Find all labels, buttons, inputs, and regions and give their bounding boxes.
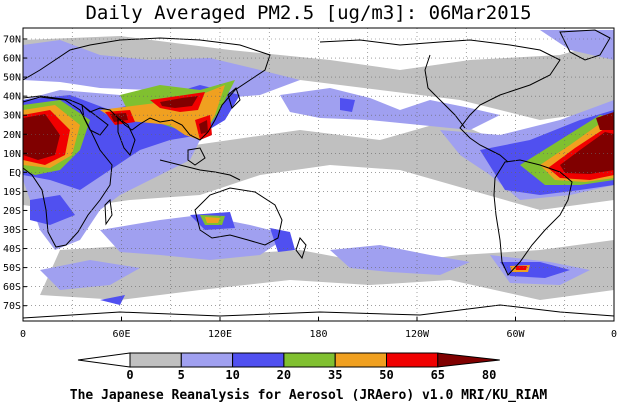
lat-label: 20N	[3, 130, 21, 141]
lon-label: 60E	[112, 329, 130, 340]
coast-antarctica	[23, 304, 614, 319]
map-title: Daily Averaged PM2.5 [ug/m3]: 06Mar2015	[85, 2, 532, 24]
colorbar-swatch	[334, 352, 388, 368]
lat-label: 60N	[3, 54, 21, 65]
colorbar-label: 0	[126, 368, 133, 382]
longitude-axis: 0 60E 120E 180 120W 60W 0	[20, 317, 617, 340]
latitude-axis: 70N 60N 50N 40N 30N 20N 10N EQ 10S 20S 30S 40S 50S 60…	[3, 35, 27, 312]
colorbar: 0 5 10 20 35 50 65 80	[77, 352, 500, 382]
colorbar-extend-low	[77, 352, 131, 368]
lat-label: 50S	[3, 263, 21, 274]
credit-line: The Japanese Reanalysis for Aerosol (JRA…	[69, 388, 548, 403]
graticule	[23, 28, 614, 321]
lat-label: 40S	[3, 244, 21, 255]
lat-label: 50N	[3, 73, 21, 84]
colorbar-swatch	[180, 352, 234, 368]
lat-label: 60S	[3, 282, 21, 293]
coast-indonesia	[159, 159, 241, 181]
coast-madagascar	[104, 198, 113, 226]
lat-label: 70N	[3, 35, 21, 46]
colorbar-swatch	[283, 352, 336, 368]
colorbar-label: 80	[482, 368, 496, 382]
coast-new-zealand	[295, 237, 307, 260]
colorbar-label: 50	[379, 368, 393, 382]
colorbar-label: 10	[225, 368, 239, 382]
coast-borneo	[187, 147, 206, 166]
colorbar-label: 5	[178, 368, 185, 382]
coast-australia	[194, 187, 283, 246]
lat-label: 10S	[3, 187, 21, 198]
lat-label: 20S	[3, 206, 21, 217]
lat-label: 10N	[3, 149, 21, 160]
lon-label: 120E	[208, 329, 232, 340]
lon-label: 60W	[506, 329, 525, 340]
lat-label: EQ	[9, 168, 21, 179]
lon-label: 0	[611, 329, 617, 340]
coast-greenland	[559, 29, 611, 61]
colorbar-swatch	[386, 352, 439, 368]
coast-north-america	[319, 39, 561, 163]
colorbar-label: 20	[277, 368, 291, 382]
colorbar-swatch	[232, 352, 285, 368]
coast-south-america	[493, 159, 573, 276]
coast-india	[117, 117, 136, 156]
colorbar-extend-high	[437, 352, 500, 368]
coast-na-west	[424, 54, 466, 129]
concentration-fields	[23, 28, 614, 321]
colorbar-swatch	[129, 352, 182, 368]
lon-label: 0	[20, 329, 26, 340]
lat-label: 40N	[3, 92, 21, 103]
lat-label: 30S	[3, 225, 21, 236]
lat-label: 70S	[3, 301, 21, 312]
coastlines	[23, 29, 614, 319]
lon-label: 180	[309, 329, 327, 340]
colorbar-label: 35	[328, 368, 342, 382]
coast-japan	[227, 87, 241, 109]
lon-label: 120W	[405, 329, 430, 340]
coast-africa	[23, 96, 113, 248]
lat-label: 30N	[3, 111, 21, 122]
colorbar-label: 65	[431, 368, 445, 382]
